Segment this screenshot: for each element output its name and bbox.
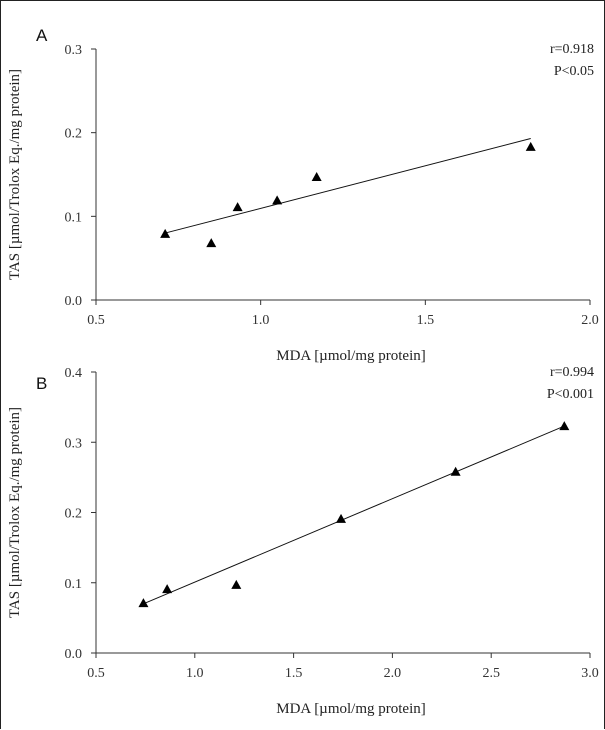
trendline	[165, 138, 531, 234]
y-tick-label: 0.4	[65, 366, 83, 381]
y-tick-label: 0.1	[65, 210, 83, 225]
data-point	[206, 238, 217, 248]
trendline	[143, 425, 565, 605]
y-tick-label: 0.1	[65, 577, 83, 592]
data-point	[336, 513, 347, 523]
data-point	[272, 195, 283, 205]
data-point	[559, 421, 570, 431]
stat-label: r=0.994	[550, 365, 594, 380]
y-tick-label: 0.2	[65, 127, 83, 142]
x-tick-label: 1.5	[417, 313, 435, 328]
x-tick-label: 1.0	[252, 313, 270, 328]
x-tick-label: 1.5	[285, 666, 303, 681]
x-tick-label: 3.0	[581, 666, 599, 681]
x-axis-label: MDA [µmol/mg protein]	[276, 348, 425, 364]
data-point	[232, 202, 243, 212]
x-tick-label: 0.5	[87, 313, 105, 328]
panel-label: B	[36, 374, 47, 393]
y-axis-label: TAS [µmol/Trolox Eq./mg protein]	[7, 407, 23, 618]
stat-label: P<0.001	[547, 387, 594, 402]
panel-label: A	[36, 26, 48, 45]
stat-label: P<0.05	[554, 64, 594, 79]
x-tick-label: 0.5	[87, 666, 105, 681]
data-point	[450, 466, 461, 476]
data-point	[162, 584, 173, 594]
data-point	[160, 228, 171, 238]
x-tick-label: 2.0	[384, 666, 402, 681]
y-tick-label: 0.3	[65, 43, 83, 58]
data-point	[231, 579, 242, 589]
x-tick-label: 2.5	[482, 666, 500, 681]
panel-b: 0.0 0.1 0.2 0.3 0.4 0.5 1.0 1.5 2.0 2.5 3.0 MDA [µm…	[7, 365, 599, 717]
data-point	[138, 598, 149, 608]
stat-label: r=0.918	[550, 42, 594, 57]
data-point	[311, 172, 322, 182]
x-tick-label: 1.0	[186, 666, 204, 681]
y-tick-label: 0.3	[65, 436, 83, 451]
x-axis-label: MDA [µmol/mg protein]	[276, 701, 425, 717]
panel-a: 0.0 0.1 0.2 0.3 0.5 1.0 1.5 2.0 MDA [µmol/mg pro…	[7, 26, 599, 364]
y-axis-label: TAS [µmol/Trolox Eq./mg protein]	[7, 69, 23, 280]
y-tick-label: 0.0	[65, 294, 83, 309]
x-tick-label: 2.0	[581, 313, 599, 328]
y-tick-label: 0.2	[65, 507, 83, 522]
data-point	[525, 141, 536, 151]
y-tick-label: 0.0	[65, 647, 83, 662]
